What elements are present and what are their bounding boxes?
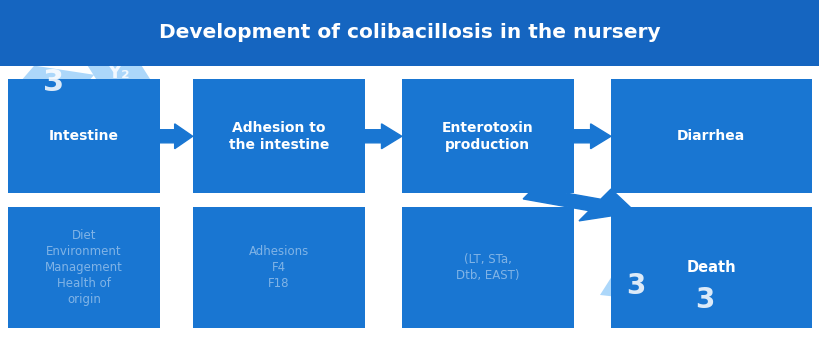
Text: Development of colibacillosis in the nursery: Development of colibacillosis in the nur… bbox=[159, 23, 660, 42]
Polygon shape bbox=[12, 66, 94, 100]
Polygon shape bbox=[160, 124, 192, 149]
Polygon shape bbox=[364, 124, 401, 149]
Text: Intestine: Intestine bbox=[49, 129, 119, 143]
Text: (LT, STa,
Dtb, EAST): (LT, STa, Dtb, EAST) bbox=[455, 253, 519, 282]
FancyBboxPatch shape bbox=[610, 207, 811, 328]
FancyBboxPatch shape bbox=[0, 0, 819, 66]
Text: Diet
Environment
Management
Health of
origin: Diet Environment Management Health of or… bbox=[45, 229, 123, 306]
FancyBboxPatch shape bbox=[401, 207, 573, 328]
FancyBboxPatch shape bbox=[192, 207, 364, 328]
Polygon shape bbox=[523, 187, 635, 221]
Text: Adhesions
F4
F18: Adhesions F4 F18 bbox=[248, 245, 309, 290]
Text: Adhesion to
the intestine: Adhesion to the intestine bbox=[229, 121, 328, 152]
Polygon shape bbox=[87, 59, 151, 86]
FancyBboxPatch shape bbox=[8, 79, 160, 193]
Text: Enterotoxin
production: Enterotoxin production bbox=[441, 121, 533, 152]
FancyBboxPatch shape bbox=[610, 79, 811, 193]
Text: 3: 3 bbox=[695, 286, 714, 314]
FancyBboxPatch shape bbox=[401, 79, 573, 193]
Polygon shape bbox=[671, 286, 738, 314]
Text: Death: Death bbox=[686, 260, 735, 275]
Text: 3: 3 bbox=[43, 68, 64, 97]
Text: Diarrhea: Diarrhea bbox=[676, 129, 744, 143]
Polygon shape bbox=[573, 124, 610, 149]
Text: 3: 3 bbox=[625, 272, 645, 300]
FancyBboxPatch shape bbox=[192, 79, 364, 193]
Polygon shape bbox=[600, 272, 670, 301]
FancyBboxPatch shape bbox=[8, 207, 160, 328]
Text: Y₂: Y₂ bbox=[107, 63, 130, 82]
